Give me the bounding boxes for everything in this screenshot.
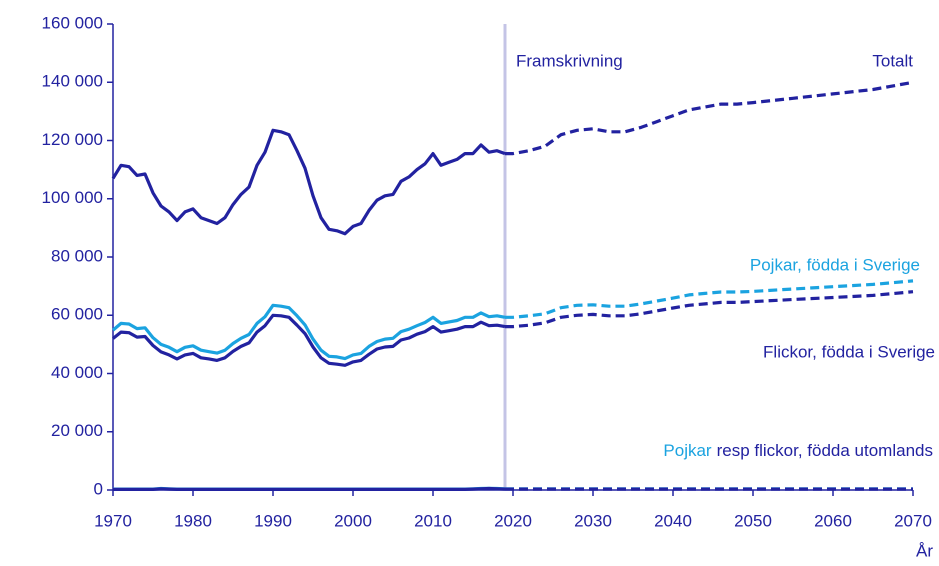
x-tick-label: 2060 bbox=[814, 511, 852, 530]
x-tick-label: 2010 bbox=[414, 511, 452, 530]
y-tick-label: 100 000 bbox=[42, 188, 103, 207]
x-tick-label: 1970 bbox=[94, 511, 132, 530]
y-tick-label: 40 000 bbox=[51, 363, 103, 382]
x-axis-label: År bbox=[916, 541, 933, 560]
y-tick-label: 80 000 bbox=[51, 246, 103, 265]
x-tick-label: 2040 bbox=[654, 511, 692, 530]
series-label-part: Pojkar bbox=[663, 441, 712, 460]
x-tick-label: 1980 bbox=[174, 511, 212, 530]
y-tick-label: 60 000 bbox=[51, 305, 103, 324]
y-tick-label: 0 bbox=[94, 479, 103, 498]
series-label: Pojkar, födda i Sverige bbox=[750, 255, 920, 274]
series-label: Flickor, födda i Sverige bbox=[763, 342, 935, 361]
x-tick-label: 1990 bbox=[254, 511, 292, 530]
line-observed bbox=[111, 128, 506, 236]
series-label-part: resp flickor, födda utomlands bbox=[717, 441, 933, 460]
y-tick-label: 140 000 bbox=[42, 72, 103, 91]
series-label: Totalt bbox=[872, 51, 913, 70]
y-tick-label: 160 000 bbox=[42, 13, 103, 32]
x-tick-label: 2020 bbox=[494, 511, 532, 530]
x-tick-label: 2070 bbox=[894, 511, 932, 530]
y-tick-label: 120 000 bbox=[42, 130, 103, 149]
x-tick-label: 2000 bbox=[334, 511, 372, 530]
line-projection bbox=[505, 80, 914, 156]
line-observed bbox=[111, 303, 506, 361]
line-projection bbox=[505, 290, 914, 329]
line-observed bbox=[112, 313, 506, 367]
line-projection bbox=[505, 279, 914, 319]
y-tick-label: 20 000 bbox=[51, 421, 103, 440]
x-tick-label: 2050 bbox=[734, 511, 772, 530]
line-observed bbox=[113, 486, 506, 491]
annotation: Framskrivning bbox=[516, 51, 623, 70]
series-label: Pojkar resp flickor, födda utomlands bbox=[663, 441, 933, 460]
x-tick-label: 2030 bbox=[574, 511, 612, 530]
